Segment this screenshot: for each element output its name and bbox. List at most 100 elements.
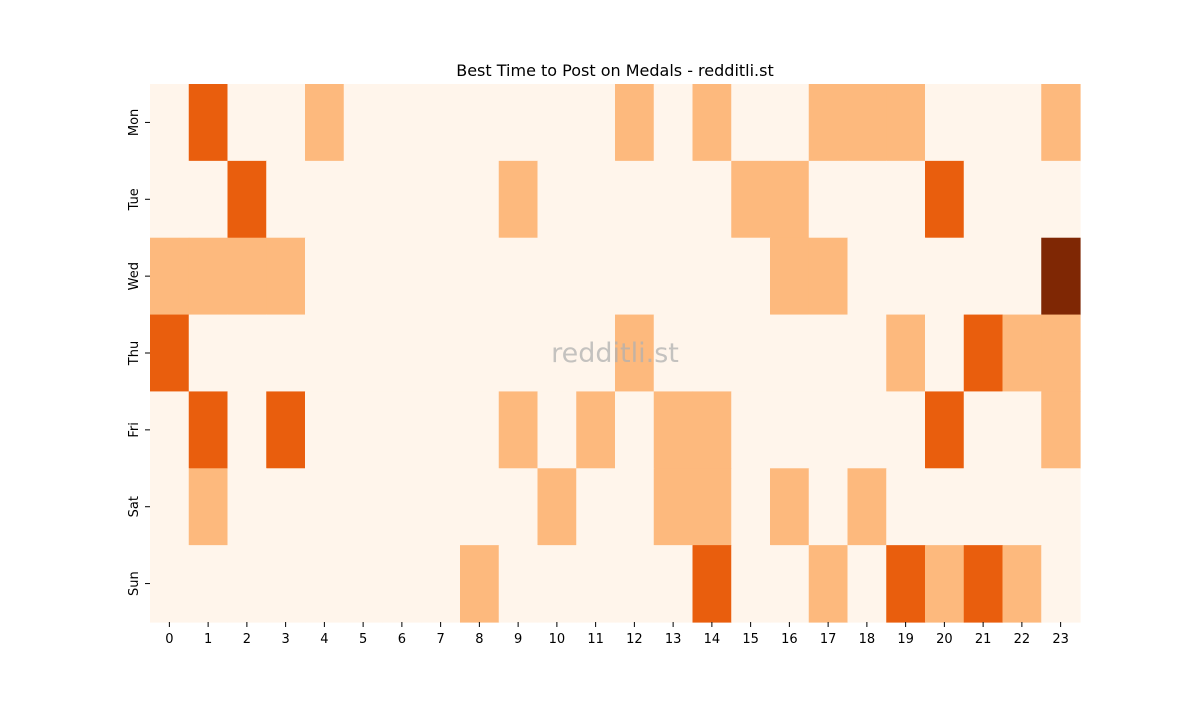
y-tick-label-mon: Mon bbox=[127, 109, 142, 136]
heatmap-cell-wed-8 bbox=[460, 237, 500, 316]
heatmap-cell-mon-14 bbox=[692, 84, 732, 162]
heatmap-cell-mon-2 bbox=[227, 84, 267, 162]
heatmap-cell-sat-19 bbox=[886, 468, 926, 546]
heatmap-cell-tue-21 bbox=[963, 160, 1004, 239]
heatmap-cell-fri-14 bbox=[692, 391, 732, 469]
heatmap-cell-tue-4 bbox=[305, 160, 345, 239]
heatmap-cell-fri-6 bbox=[382, 391, 422, 469]
heatmap-cell-sun-22 bbox=[1002, 545, 1042, 623]
heatmap-cell-mon-13 bbox=[653, 84, 694, 162]
x-tick-label-23: 23 bbox=[1052, 632, 1069, 647]
x-tick-label-12: 12 bbox=[626, 632, 643, 647]
heatmap-cell-thu-20 bbox=[925, 314, 965, 393]
heatmap-cell-mon-17 bbox=[808, 84, 849, 162]
heatmap-cell-sun-23 bbox=[1041, 545, 1081, 623]
heatmap-cell-mon-12 bbox=[615, 84, 655, 162]
heatmap-cell-tue-18 bbox=[847, 160, 887, 239]
heatmap-cell-sun-21 bbox=[963, 545, 1004, 623]
heatmap-cell-mon-19 bbox=[886, 84, 926, 162]
heatmap-cell-fri-22 bbox=[1002, 391, 1042, 469]
x-tick-label-15: 15 bbox=[742, 632, 759, 647]
heatmap-cell-sat-6 bbox=[382, 468, 422, 546]
heatmap-cell-tue-0 bbox=[150, 160, 190, 239]
heatmap-cell-fri-9 bbox=[498, 391, 539, 469]
heatmap-cell-wed-21 bbox=[963, 237, 1004, 316]
heatmap-cell-sun-16 bbox=[770, 545, 810, 623]
heatmap-cell-thu-4 bbox=[305, 314, 345, 393]
heatmap-cell-thu-19 bbox=[886, 314, 926, 393]
heatmap-cell-sat-3 bbox=[266, 468, 306, 546]
heatmap-cell-thu-1 bbox=[188, 314, 229, 393]
heatmap-cell-sun-12 bbox=[615, 545, 655, 623]
x-tick-label-17: 17 bbox=[820, 632, 837, 647]
heatmap-cell-tue-13 bbox=[653, 160, 694, 239]
x-tick-label-11: 11 bbox=[587, 632, 604, 647]
x-tick-label-4: 4 bbox=[320, 632, 328, 647]
heatmap-cell-tue-22 bbox=[1002, 160, 1042, 239]
x-tick-label-22: 22 bbox=[1014, 632, 1031, 647]
heatmap-cell-tue-1 bbox=[188, 160, 229, 239]
heatmap-cell-tue-5 bbox=[343, 160, 384, 239]
heatmap-cells bbox=[150, 84, 1081, 623]
x-tick-label-20: 20 bbox=[936, 632, 953, 647]
heatmap-cell-mon-20 bbox=[925, 84, 965, 162]
heatmap-cell-fri-7 bbox=[421, 391, 461, 469]
heatmap-cell-wed-11 bbox=[576, 237, 616, 316]
heatmap-cell-sun-11 bbox=[576, 545, 616, 623]
x-tick-label-10: 10 bbox=[549, 632, 566, 647]
heatmap-cell-thu-9 bbox=[498, 314, 539, 393]
y-tick-label-thu: Thu bbox=[127, 341, 142, 366]
heatmap-cell-fri-17 bbox=[808, 391, 849, 469]
heatmap-cell-mon-0 bbox=[150, 84, 190, 162]
heatmap-cell-sat-1 bbox=[188, 468, 229, 546]
heatmap-cell-fri-16 bbox=[770, 391, 810, 469]
heatmap-cell-wed-16 bbox=[770, 237, 810, 316]
heatmap-cell-fri-23 bbox=[1041, 391, 1081, 469]
heatmap-cell-mon-7 bbox=[421, 84, 461, 162]
heatmap-cell-mon-6 bbox=[382, 84, 422, 162]
heatmap-cell-tue-11 bbox=[576, 160, 616, 239]
y-tick-label-fri: Fri bbox=[127, 422, 142, 438]
heatmap-cell-fri-15 bbox=[731, 391, 771, 469]
heatmap-cell-sun-18 bbox=[847, 545, 887, 623]
heatmap-cell-fri-12 bbox=[615, 391, 655, 469]
heatmap-cell-sat-12 bbox=[615, 468, 655, 546]
heatmap-cell-sun-14 bbox=[692, 545, 732, 623]
heatmap-cell-thu-8 bbox=[460, 314, 500, 393]
heatmap-cell-wed-22 bbox=[1002, 237, 1042, 316]
watermark-text: redditli.st bbox=[551, 338, 679, 369]
heatmap-cell-wed-9 bbox=[498, 237, 539, 316]
heatmap-cell-sun-20 bbox=[925, 545, 965, 623]
y-tick-label-tue: Tue bbox=[127, 188, 142, 211]
heatmap-cell-sat-20 bbox=[925, 468, 965, 546]
x-tick-label-2: 2 bbox=[243, 632, 251, 647]
heatmap-cell-mon-9 bbox=[498, 84, 539, 162]
heatmap-cell-wed-12 bbox=[615, 237, 655, 316]
heatmap-cell-fri-0 bbox=[150, 391, 190, 469]
heatmap-cell-sat-16 bbox=[770, 468, 810, 546]
heatmap-cell-sun-1 bbox=[188, 545, 229, 623]
heatmap-cell-sat-18 bbox=[847, 468, 887, 546]
heatmap-cell-sun-10 bbox=[537, 545, 577, 623]
heatmap-cell-sat-17 bbox=[808, 468, 849, 546]
x-tick-label-14: 14 bbox=[704, 632, 721, 647]
heatmap-cell-mon-1 bbox=[188, 84, 229, 162]
heatmap-cell-wed-6 bbox=[382, 237, 422, 316]
heatmap-cell-sat-14 bbox=[692, 468, 732, 546]
heatmap-cell-fri-21 bbox=[963, 391, 1004, 469]
heatmap-cell-fri-11 bbox=[576, 391, 616, 469]
heatmap-cell-thu-2 bbox=[227, 314, 267, 393]
heatmap-cell-sat-23 bbox=[1041, 468, 1081, 546]
heatmap-cell-wed-20 bbox=[925, 237, 965, 316]
heatmap-cell-thu-17 bbox=[808, 314, 849, 393]
x-tick-label-1: 1 bbox=[204, 632, 212, 647]
heatmap-cell-sun-3 bbox=[266, 545, 306, 623]
heatmap-cell-tue-20 bbox=[925, 160, 965, 239]
heatmap-cell-thu-12 bbox=[615, 314, 655, 393]
heatmap-cell-sat-9 bbox=[498, 468, 539, 546]
heatmap-cell-fri-18 bbox=[847, 391, 887, 469]
heatmap-cell-tue-3 bbox=[266, 160, 306, 239]
heatmap-cell-sun-9 bbox=[498, 545, 539, 623]
